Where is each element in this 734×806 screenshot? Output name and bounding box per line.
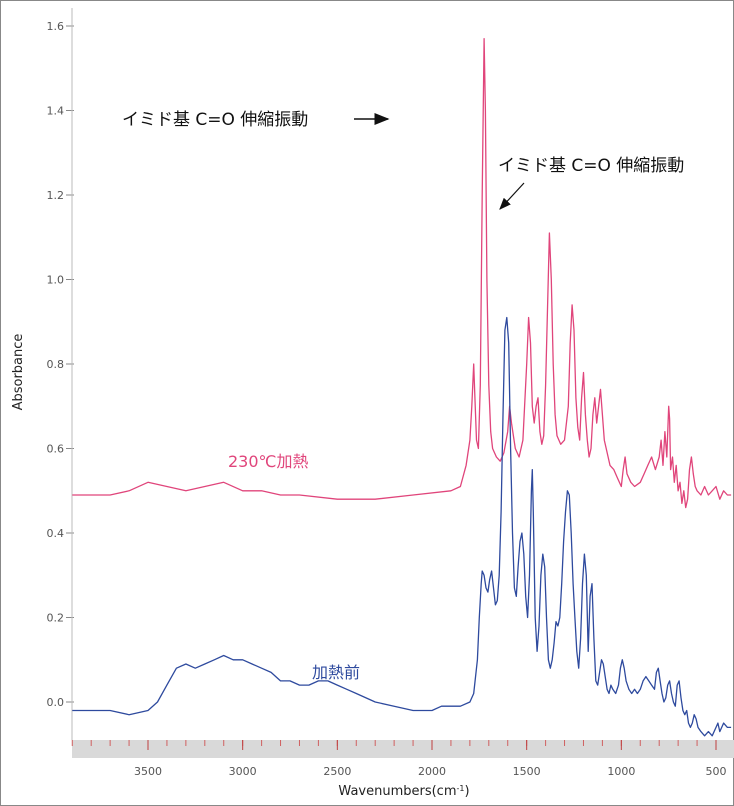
series-layer [72,38,732,737]
y-tick-label: 1.2 [47,189,65,202]
y-axis-title: Absorbance [11,334,26,411]
series-label-heated: 230℃加熱 [228,452,309,471]
series-label-before-heating: 加熱前 [312,663,360,682]
y-tick-label: 1.6 [47,20,65,33]
y-tick-label: 0.6 [47,443,65,456]
x-tick-label: 3000 [229,765,257,778]
x-axis-band [72,740,734,758]
x-axis-title: Wavenumbers(cm-1) [338,784,469,800]
annotation-imide-co-stretch-1: イミド基 C=O 伸縮振動 [122,110,308,130]
y-tick-label: 1.0 [47,274,65,287]
y-tick-label: 0.8 [47,358,65,371]
series-line-before-heating [72,316,732,737]
x-tick-label: 1000 [607,765,635,778]
series-line-heated [72,38,732,509]
y-tick-label: 1.4 [47,105,65,118]
y-axis-ticks: 0.0 0.2 0.4 0.6 0.8 1.0 1.2 1.4 1.6 [47,20,74,709]
y-tick-label: 0.0 [47,696,65,709]
x-tick-label: 2500 [323,765,351,778]
x-tick-label: 500 [706,765,727,778]
y-tick-label: 0.4 [47,527,65,540]
annotation-imide-co-stretch-2: イミド基 C=O 伸縮振動 [498,156,684,176]
x-axis-ticks: 3500 3000 2500 2000 1500 1000 500 [134,740,727,778]
x-tick-label: 2000 [418,765,446,778]
x-axis: 3500 3000 2500 2000 1500 1000 500 [71,740,734,778]
y-tick-label: 0.2 [47,612,65,625]
annotation-arrow-2 [499,182,525,210]
x-tick-label: 1500 [513,765,541,778]
x-tick-label: 3500 [134,765,162,778]
